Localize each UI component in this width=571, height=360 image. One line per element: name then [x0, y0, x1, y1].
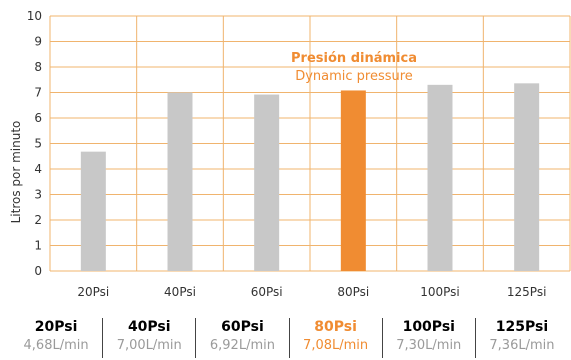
y-tick-label: 3 [34, 188, 42, 202]
y-tick-label: 5 [34, 137, 42, 151]
table-column: 80Psi 7,08L/min [288, 318, 382, 358]
y-tick-label: 7 [34, 86, 42, 100]
table-column-header: 100Psi [402, 319, 455, 335]
table-column-header: 125Psi [495, 319, 549, 335]
y-tick-label: 4 [34, 162, 42, 176]
table-column: 40Psi 7,00L/min [102, 318, 195, 358]
table-column-value: 7,30L/min [396, 338, 462, 353]
bars [80, 83, 540, 272]
annotation-line-1: Presión dinámica [291, 51, 417, 66]
table-column-value: 4,68L/min [23, 338, 89, 353]
x-tick-label: 80Psi [337, 285, 369, 299]
table-column: 20Psi 4,68L/min [10, 318, 102, 358]
x-tick-label: 100Psi [420, 285, 460, 299]
x-tick-label: 20Psi [77, 285, 109, 299]
bar-40Psi [167, 92, 193, 271]
y-tick-label: 6 [34, 111, 42, 125]
y-tick-label: 10 [27, 9, 42, 23]
y-tick-label: 9 [34, 35, 42, 49]
table-column-value: 6,92L/min [209, 338, 275, 353]
bar-20Psi [80, 151, 106, 271]
bar-chart: 0 1 2 3 4 5 6 7 8 9 10 20Psi 40Psi 60Psi 80Psi 100Psi 1… [9, 9, 571, 299]
table-column-value: 7,08L/min [303, 338, 369, 353]
y-tick-label: 0 [34, 264, 42, 278]
table-column: 125Psi 7,36L/min [474, 318, 568, 358]
bar-100Psi [427, 84, 453, 271]
y-tick-label: 8 [34, 60, 42, 74]
bar-80Psi [340, 90, 366, 272]
x-tick-label: 125Psi [507, 285, 547, 299]
x-tick-labels: 20Psi 40Psi 60Psi 80Psi 100Psi 125Psi [77, 285, 546, 299]
y-axis-label: Litros por minuto [9, 121, 23, 224]
grid-lines [49, 15, 571, 272]
y-tick-label: 2 [34, 213, 42, 227]
table-column: 60Psi 6,92L/min [195, 318, 288, 358]
bar-125Psi [514, 83, 540, 271]
y-tick-labels: 0 1 2 3 4 5 6 7 8 9 10 [27, 9, 42, 278]
y-tick-label: 1 [34, 239, 42, 253]
x-tick-label: 40Psi [164, 285, 196, 299]
table-column-header: 60Psi [221, 319, 264, 335]
table-column-value: 7,00L/min [116, 338, 182, 353]
table-column-header: 40Psi [127, 319, 171, 335]
annotation-line-2: Dynamic pressure [295, 69, 413, 84]
table-column-header: 20Psi [34, 319, 78, 335]
bar-60Psi [254, 94, 280, 271]
pressure-flow-table: 20Psi 4,68L/min 40Psi 7,00L/min 60Psi 6,92L/m… [10, 318, 568, 358]
x-tick-label: 60Psi [251, 285, 283, 299]
table-column-header: 80Psi [314, 319, 357, 335]
table-column: 100Psi 7,30L/min [381, 318, 475, 358]
table-column-value: 7,36L/min [489, 338, 555, 353]
